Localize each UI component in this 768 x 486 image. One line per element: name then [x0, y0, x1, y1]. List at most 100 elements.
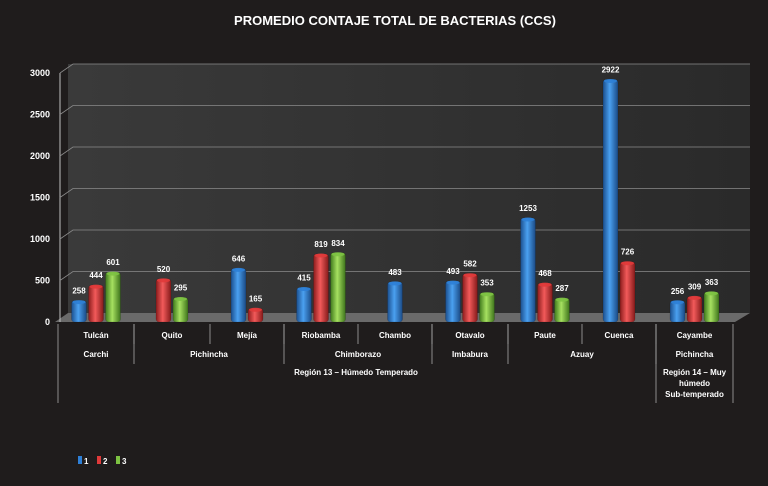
data-label: 295 — [174, 284, 188, 293]
bar-quito-series-3 — [172, 297, 189, 323]
bar-cap — [232, 267, 245, 272]
bar-cap — [249, 307, 262, 312]
bar-body — [172, 297, 189, 323]
bar-body — [619, 261, 636, 323]
data-label: 363 — [705, 278, 719, 287]
province-label-pichincha: Pichincha — [190, 350, 228, 359]
data-label: 646 — [232, 254, 246, 263]
y-axis-ticks: 0 500 1000 1500 2000 2500 3000 — [30, 68, 50, 327]
category-label-mejia: Mejía — [237, 331, 258, 340]
data-label: 468 — [538, 269, 552, 278]
bar-body — [686, 296, 703, 323]
gridline — [59, 188, 750, 198]
bar-cap — [621, 261, 634, 266]
bar-body — [296, 287, 312, 323]
bar-cap — [174, 297, 187, 302]
data-label: 415 — [297, 274, 311, 283]
data-label: 1253 — [519, 204, 537, 213]
category-label-riobamba: Riobamba — [302, 331, 341, 340]
province-label-azuay: Azuay — [570, 350, 594, 359]
bar-body — [330, 252, 346, 323]
category-label-chambo: Chambo — [379, 331, 411, 340]
y-tick-label: 3000 — [30, 68, 50, 78]
data-label: 2922 — [602, 65, 620, 74]
data-label: 493 — [446, 267, 460, 276]
region-label-13: Región 13 – Húmedo Temperado — [294, 368, 418, 377]
category-label-otavalo: Otavalo — [455, 331, 484, 340]
bar-cap — [463, 273, 477, 278]
bar-cap — [480, 292, 494, 297]
bar-cap — [331, 252, 345, 257]
legend-label: 1 — [84, 457, 89, 466]
legend-swatch — [116, 456, 120, 464]
bar-riobamba-series-3 — [330, 252, 346, 323]
y-tick-label: 2500 — [30, 110, 50, 120]
data-label: 601 — [106, 258, 120, 267]
bar-cap — [89, 284, 103, 289]
y-tick-label: 0 — [45, 317, 50, 327]
y-tick-label: 2000 — [30, 151, 50, 161]
category-label-paute: Paute — [534, 331, 556, 340]
bar-riobamba-series-1 — [296, 287, 312, 323]
bar-cap — [388, 281, 402, 286]
y-tick-label: 1000 — [30, 234, 50, 244]
bar-mejia-series-1 — [230, 267, 247, 323]
data-label: 353 — [480, 279, 494, 288]
category-label-cayambe: Cayambe — [677, 331, 713, 340]
category-label-cuenca: Cuenca — [605, 331, 634, 340]
province-label-chimborazo: Chimborazo — [335, 350, 381, 359]
bar-cap — [555, 297, 569, 302]
bar-body — [537, 282, 553, 323]
data-label: 582 — [463, 260, 477, 269]
bar-tulcan-series-3 — [105, 271, 121, 323]
data-label: 165 — [249, 294, 263, 303]
gridline — [59, 146, 750, 157]
bar-body — [479, 292, 495, 323]
bar-body — [387, 281, 403, 323]
bar-mejia-series-2 — [247, 307, 264, 323]
province-label-pichincha: Pichincha — [676, 350, 714, 359]
bar-cap — [72, 300, 86, 305]
gridline — [59, 105, 750, 115]
data-label: 520 — [157, 265, 171, 274]
bar-body — [462, 273, 478, 323]
bar-body — [703, 291, 720, 323]
legend-label: 2 — [103, 457, 108, 466]
bar-cuenca-series-1 — [602, 78, 619, 323]
data-label: 309 — [688, 282, 702, 291]
data-label: 256 — [671, 287, 685, 296]
bar-cayambe-series-1 — [669, 300, 686, 323]
bar-cap — [604, 78, 617, 83]
data-label: 819 — [314, 240, 328, 249]
legend-swatch — [78, 456, 82, 464]
bar-body — [554, 297, 570, 323]
bar-cayambe-series-2 — [686, 295, 703, 323]
bar-chambo-series-1 — [387, 281, 403, 323]
bar-cayambe-series-3 — [703, 291, 720, 323]
data-label: 834 — [331, 239, 345, 248]
chart-title: PROMEDIO CONTAJE TOTAL DE BACTERIAS (CCS… — [234, 13, 556, 28]
category-axis-table: Tulcán Quito Mejía Riobamba Chambo Otavalo Pau… — [57, 324, 734, 403]
bar-tulcan-series-2 — [88, 284, 104, 323]
legend-label: 3 — [122, 457, 127, 466]
legend-item-1: 1 — [78, 456, 89, 466]
bar-cap — [157, 278, 170, 283]
bar-paute-series-3 — [554, 297, 570, 323]
bars — [71, 78, 720, 323]
y-tick-label: 1500 — [30, 193, 50, 203]
bar-body — [602, 79, 619, 323]
data-label: 287 — [555, 284, 569, 293]
legend-item-2: 2 — [97, 456, 108, 466]
bar-cap — [314, 253, 328, 258]
bar-paute-series-2 — [537, 282, 553, 323]
bar-cuenca-series-2 — [619, 261, 636, 323]
data-label: 483 — [388, 268, 402, 277]
region-label-14: Región 14 – Muy húmedo Sub-temperado — [663, 368, 727, 399]
bar-body — [88, 284, 104, 323]
legend-item-3: 3 — [116, 456, 127, 466]
bar-paute-series-1 — [520, 217, 536, 323]
data-label: 258 — [72, 287, 86, 296]
category-label-tulcan: Tulcán — [83, 331, 108, 340]
